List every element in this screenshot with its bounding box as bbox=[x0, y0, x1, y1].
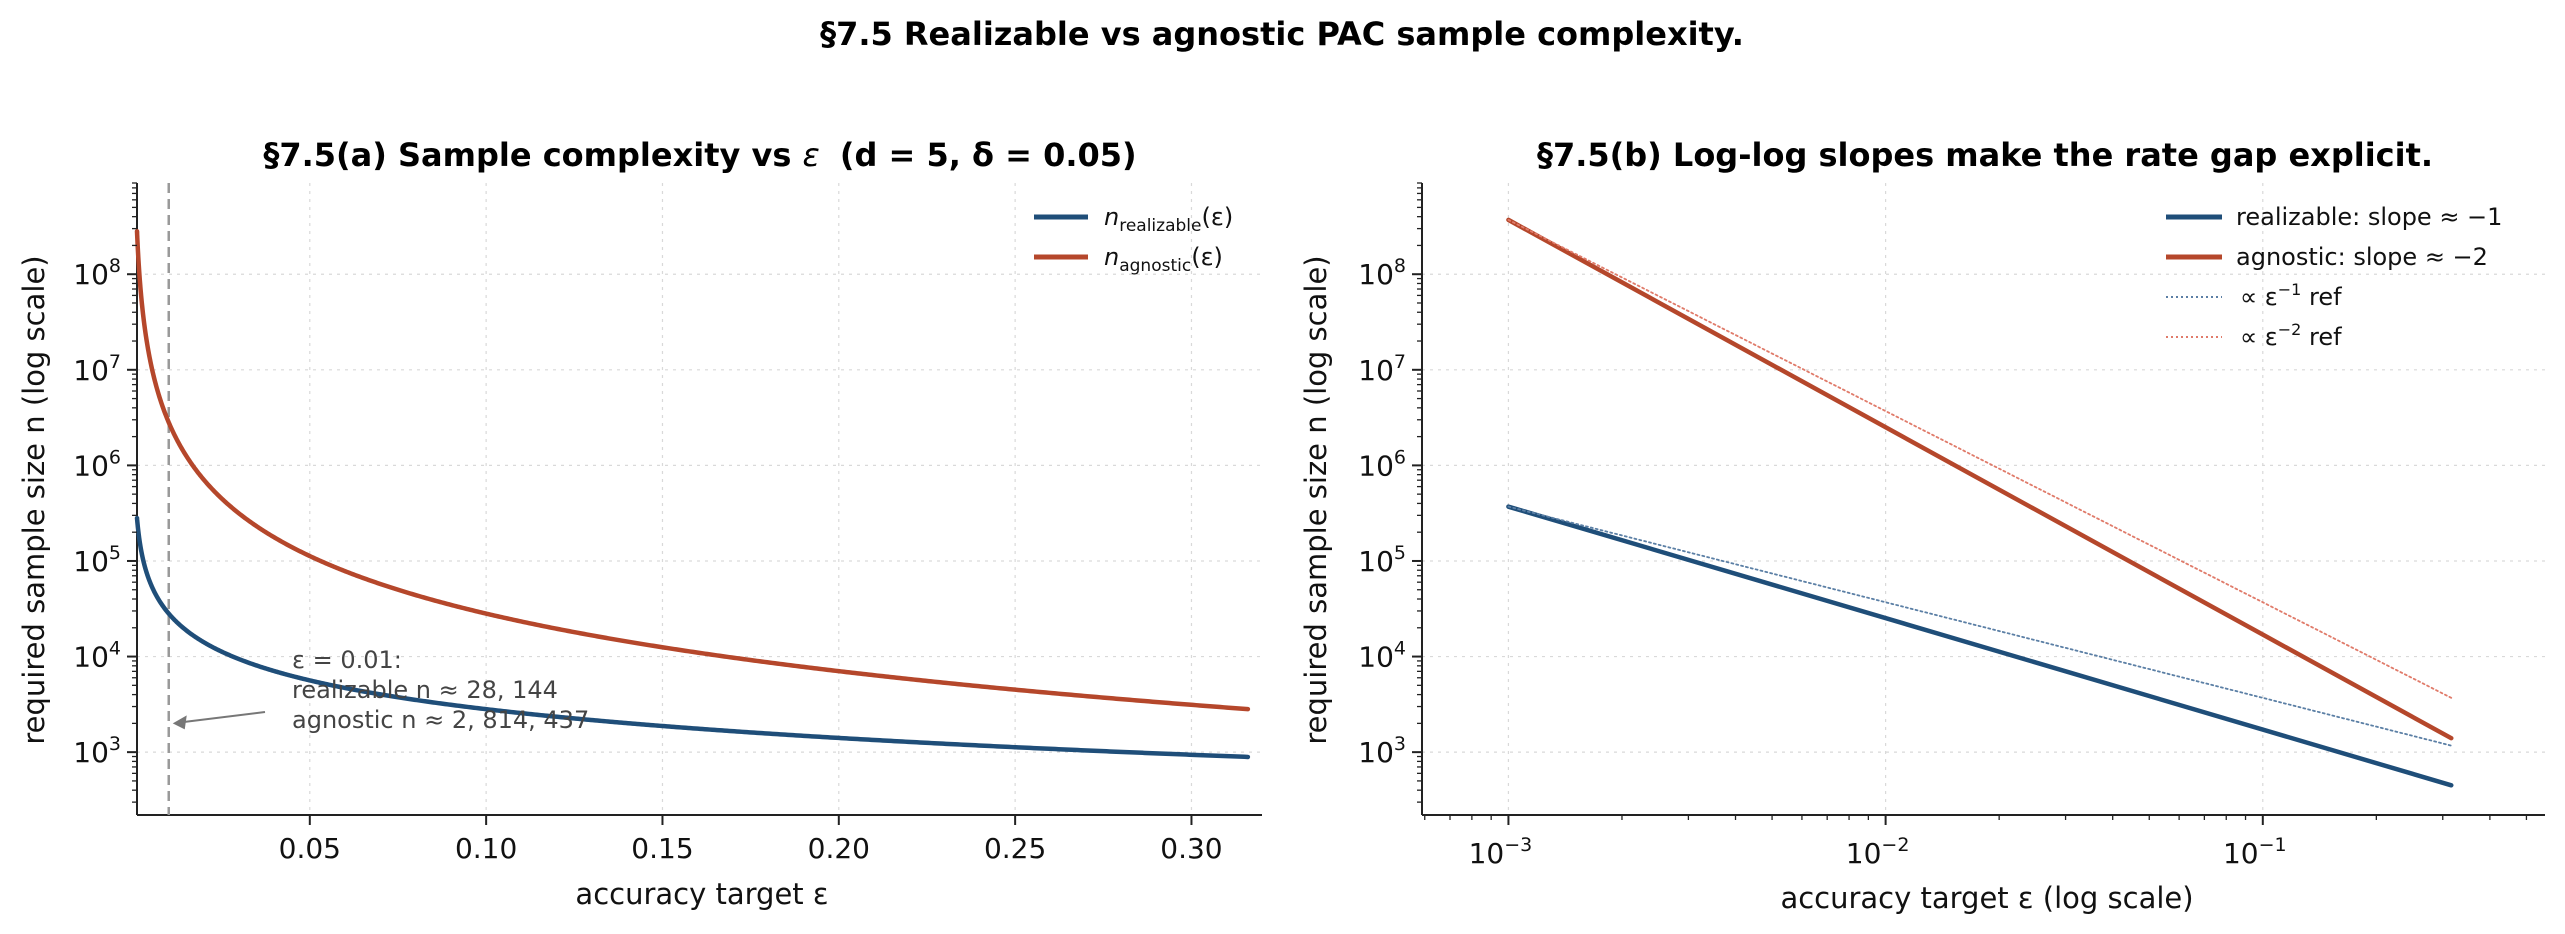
annotation-line-1: ε = 0.01: bbox=[292, 646, 402, 674]
legend-label-agnostic-slope: agnostic: slope ≈ −2 bbox=[2236, 243, 2488, 271]
panel-b-ylabel: required sample size n (log scale) bbox=[1299, 255, 1333, 744]
panel-b-series bbox=[1506, 217, 2454, 788]
x-tick-label: 10−1 bbox=[2223, 834, 2287, 870]
x-tick-label: 0.30 bbox=[1160, 832, 1222, 865]
series-line-2 bbox=[1507, 505, 2453, 747]
y-tick-label: 107 bbox=[73, 351, 121, 387]
y-tick-label: 106 bbox=[73, 446, 121, 482]
panel-b-ticks: 103 104 105 106 107 108 10−3 10−2 10−1 bbox=[1358, 182, 2528, 870]
y-tick-label: 108 bbox=[1358, 255, 1406, 291]
panel-a-axes bbox=[136, 183, 1262, 816]
series-line-1 bbox=[134, 229, 1251, 712]
panel-a-annotation: ε = 0.01: realizable n ≈ 28, 144 agnosti… bbox=[292, 646, 589, 734]
x-tick-label: 0.05 bbox=[279, 832, 341, 865]
annotation-line-3: agnostic n ≈ 2, 814, 437 bbox=[292, 706, 589, 734]
annotation-arrow-head bbox=[172, 715, 187, 730]
panel-a-legend: nrealizable(ε) nagnostic(ε) bbox=[1034, 203, 1233, 276]
x-tick-label: 0.10 bbox=[455, 832, 517, 865]
panel-b-title: §7.5(b) Log-log slopes make the rate gap… bbox=[1537, 136, 2433, 174]
x-tick-label: 10−3 bbox=[1469, 834, 1533, 870]
legend-label-agnostic: nagnostic(ε) bbox=[1104, 243, 1223, 276]
panel-a-xlabel: accuracy target ε bbox=[575, 877, 828, 911]
annotation-arrow-shaft bbox=[180, 711, 266, 724]
y-tick-label: 106 bbox=[1358, 446, 1406, 482]
legend-label-ref-eps-1: ∝ ε−1 ref bbox=[2240, 280, 2342, 311]
figure-suptitle: §7.5 Realizable vs agnostic PAC sample c… bbox=[820, 15, 1744, 53]
panel-a-series bbox=[134, 183, 1251, 815]
series-line-3 bbox=[1507, 219, 2453, 699]
legend-label-ref-eps-2: ∝ ε−2 ref bbox=[2240, 320, 2342, 351]
y-tick-label: 108 bbox=[73, 255, 121, 291]
series-line-0 bbox=[1506, 504, 2454, 788]
y-tick-label: 104 bbox=[73, 638, 121, 674]
x-tick-label: 0.25 bbox=[984, 832, 1046, 865]
panel-b-chart: §7.5(b) Log-log slopes make the rate gap… bbox=[1299, 136, 2545, 915]
y-tick-label: 104 bbox=[1358, 638, 1406, 674]
panel-a-title-prefix: §7.5(a) Sample complexity vs bbox=[263, 136, 802, 174]
y-tick-label: 105 bbox=[73, 542, 121, 578]
panel-a-title-params: (d = 5, δ = 0.05) bbox=[840, 136, 1137, 174]
legend-label-realizable-slope: realizable: slope ≈ −1 bbox=[2236, 203, 2502, 231]
panel-b-xlabel: accuracy target ε (log scale) bbox=[1780, 881, 2193, 915]
panel-b-axes bbox=[1421, 183, 2545, 816]
y-tick-label: 105 bbox=[1358, 542, 1406, 578]
x-tick-label: 0.15 bbox=[631, 832, 693, 865]
x-tick-label: 10−2 bbox=[1846, 834, 1910, 870]
panel-a-grid bbox=[137, 183, 1262, 815]
panel-a-chart: §7.5(a) Sample complexity vs ε (d = 5, δ … bbox=[17, 136, 1262, 911]
panel-a-ticks: 103 104 105 106 107 108 0.05 0.10 0.15 0.20 0.25 0.… bbox=[73, 182, 1223, 865]
panel-a-ylabel: required sample size n (log scale) bbox=[17, 255, 51, 744]
x-tick-label: 0.20 bbox=[808, 832, 870, 865]
panel-a-title-eps: ε bbox=[803, 136, 820, 174]
y-tick-label: 107 bbox=[1358, 351, 1406, 387]
y-tick-label: 103 bbox=[1358, 733, 1406, 769]
panel-b-legend: realizable: slope ≈ −1 agnostic: slope ≈… bbox=[2166, 203, 2502, 351]
panel-a-title: §7.5(a) Sample complexity vs ε (d = 5, δ … bbox=[263, 136, 1136, 174]
series-line-1 bbox=[1506, 217, 2454, 741]
series-line-0 bbox=[134, 515, 1251, 760]
y-tick-label: 103 bbox=[73, 733, 121, 769]
annotation-line-2: realizable n ≈ 28, 144 bbox=[292, 676, 558, 704]
panel-b-grid bbox=[1422, 183, 2545, 815]
legend-label-realizable: nrealizable(ε) bbox=[1104, 203, 1233, 236]
